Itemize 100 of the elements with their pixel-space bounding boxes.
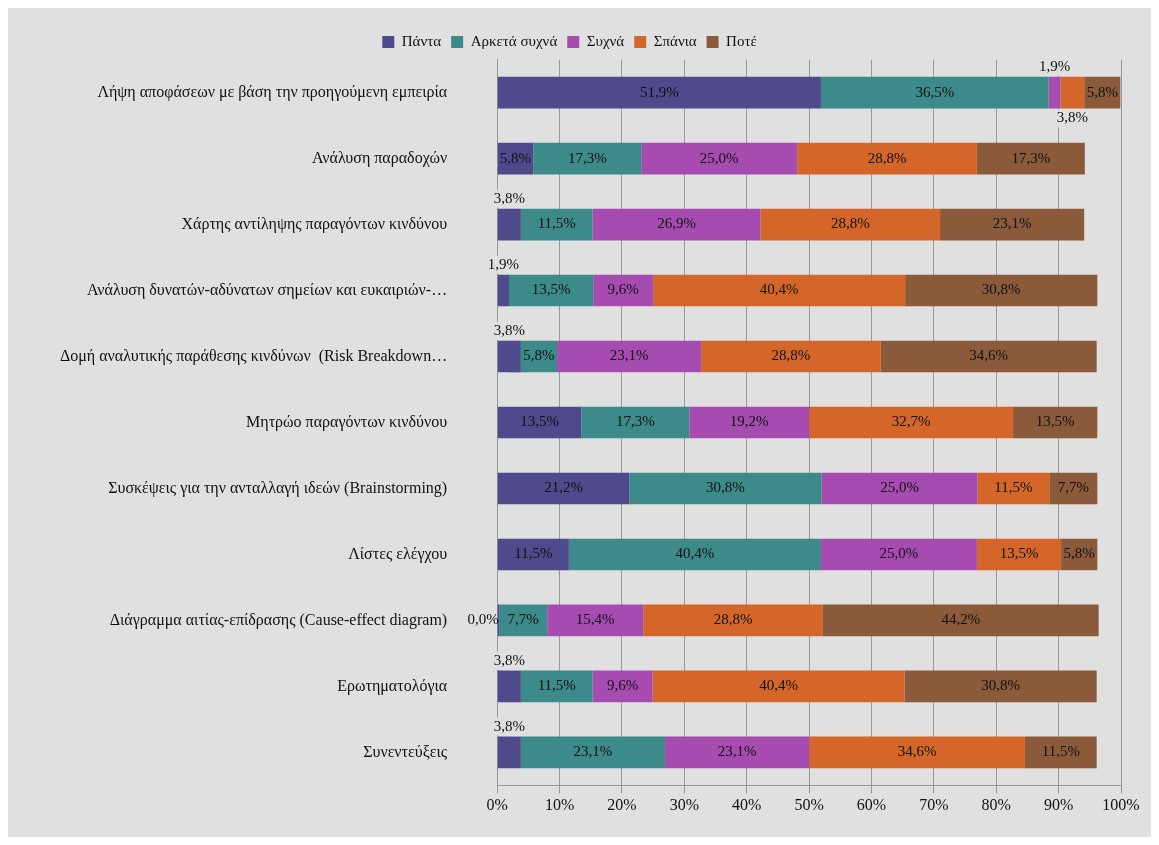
bar	[629, 472, 822, 505]
x-tick-label: 100%	[1102, 796, 1140, 814]
data-label: 19,2%	[729, 413, 769, 430]
data-label: 40,4%	[759, 281, 799, 298]
data-label: 23,1%	[717, 743, 757, 760]
bar	[652, 670, 905, 703]
legend-label: Αρκετά συχνά	[470, 33, 558, 50]
y-tick-label: Δομή αναλυτικής παράθεσης κινδύνων (Risk Breakdown…	[60, 346, 448, 365]
bar	[820, 538, 977, 571]
bar	[509, 274, 594, 307]
data-label: 17,3%	[567, 149, 607, 166]
bar	[497, 406, 582, 439]
data-label: 23,1%	[609, 347, 649, 364]
data-label: 51,9%	[639, 83, 679, 100]
data-label: 36,5%	[915, 83, 955, 100]
data-label: 5,8%	[499, 149, 532, 166]
x-tick-label: 30%	[669, 796, 699, 814]
data-label: 5,8%	[1086, 83, 1118, 100]
bar	[557, 340, 702, 373]
bar	[689, 406, 810, 439]
data-label: 17,3%	[615, 413, 655, 430]
data-label: 11,5%	[994, 479, 1033, 496]
y-tick-label: Ανάλυση παραδοχών	[311, 148, 448, 167]
y-tick-label: Ανάλυση δυνατών-αδύνατων σημείων και ευκαιριών-…	[86, 280, 448, 299]
data-label: 30,8%	[981, 281, 1021, 298]
bar	[1013, 406, 1098, 439]
data-label: 23,1%	[992, 215, 1032, 232]
data-label: 11,5%	[1041, 743, 1080, 760]
bar	[497, 340, 521, 373]
data-label: 13,5%	[999, 545, 1039, 562]
legend-label: Ποτέ	[726, 33, 757, 50]
legend-label: Συχνά	[586, 33, 625, 50]
bar	[520, 208, 593, 241]
bar	[760, 208, 941, 241]
legend-label: Σπάνια	[653, 33, 697, 50]
data-label: 3,8%	[493, 321, 525, 338]
data-label: 25,0%	[880, 479, 919, 496]
data-label: 28,8%	[771, 347, 811, 364]
legend-label: Πάντα	[401, 33, 442, 50]
x-tick-label: 0%	[486, 796, 508, 814]
data-label: 21,2%	[544, 479, 583, 496]
y-tick-label: Λήψη αποφάσεων με βάση την προηγούμενη εμπειρία	[97, 82, 448, 101]
bar	[497, 538, 569, 571]
data-label: 28,8%	[867, 149, 907, 166]
bar	[976, 142, 1085, 175]
bar	[653, 274, 906, 307]
x-tick-label: 80%	[981, 796, 1011, 814]
bar	[940, 208, 1085, 241]
data-label: 3,8%	[493, 651, 525, 668]
x-tick-label: 10%	[544, 796, 575, 814]
data-label: 1,9%	[487, 255, 519, 272]
x-tick-label: 20%	[607, 796, 637, 814]
bar	[497, 76, 821, 109]
data-label: 34,6%	[969, 347, 1009, 364]
data-label: 40,4%	[759, 677, 798, 694]
bar	[905, 274, 1098, 307]
data-label: 11,5%	[537, 677, 576, 694]
data-label: 25,0%	[699, 149, 739, 166]
bar	[497, 274, 510, 307]
bar	[520, 736, 665, 769]
data-label: 13,5%	[1035, 413, 1075, 430]
y-tick-label: Συνεντεύξεις	[363, 742, 448, 760]
bar	[533, 142, 642, 175]
bar	[821, 472, 978, 505]
data-label: 5,8%	[1063, 545, 1095, 562]
y-tick-label: Χάρτης αντίληψης παραγόντων κινδύνου	[181, 214, 448, 233]
bar	[664, 736, 810, 769]
data-label: 7,7%	[507, 611, 539, 628]
bar	[520, 670, 593, 703]
y-tick-label: Συσκέψεις για την ανταλλαγή ιδεών (Brainstorming)	[108, 478, 448, 497]
y-tick-label: Διάγραμμα αιτίας-επίδρασης (Cause-effect diagram)	[109, 610, 448, 629]
data-label: 13,5%	[520, 413, 559, 430]
data-label: 40,4%	[675, 545, 715, 562]
data-label: 30,8%	[706, 479, 745, 496]
bar	[797, 142, 977, 175]
data-label: 3,8%	[493, 717, 525, 734]
x-tick-label: 90%	[1043, 796, 1074, 814]
bar	[1048, 76, 1061, 109]
bar	[976, 538, 1062, 571]
bar	[497, 736, 521, 769]
x-tick-label: 60%	[856, 796, 887, 814]
y-tick-label: Ερωτηματολόγια	[337, 676, 448, 695]
data-label: 34,6%	[897, 743, 937, 760]
bar	[497, 208, 521, 241]
data-label: 9,6%	[607, 281, 639, 298]
data-label: 32,7%	[891, 413, 931, 430]
data-label: 26,9%	[657, 215, 696, 232]
y-tick-label: Μητρώο παραγόντων κινδύνου	[246, 412, 448, 431]
y-tick-label: Λίστες ελέγχου	[348, 544, 448, 563]
bar	[701, 340, 881, 373]
data-label: 1,9%	[1038, 57, 1071, 74]
bar	[497, 670, 521, 703]
data-label: 30,8%	[981, 677, 1020, 694]
bar	[568, 538, 821, 571]
data-label: 13,5%	[531, 281, 571, 298]
data-label: 28,8%	[713, 611, 753, 628]
data-label: 17,3%	[1011, 149, 1051, 166]
bar	[822, 604, 1099, 637]
data-label: 3,8%	[1056, 109, 1088, 126]
bar	[497, 472, 630, 505]
